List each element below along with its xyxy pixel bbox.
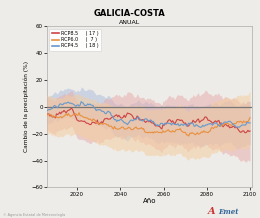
- Text: A: A: [208, 207, 216, 216]
- Legend: RCP8.5     ( 17 ), RCP6.0     (  7 ), RCP4.5     ( 18 ): RCP8.5 ( 17 ), RCP6.0 ( 7 ), RCP4.5 ( 18…: [49, 29, 101, 51]
- Text: © Agencia Estatal de Meteorología: © Agencia Estatal de Meteorología: [3, 213, 65, 217]
- Text: GALICIA-COSTA: GALICIA-COSTA: [94, 9, 166, 18]
- Text: ANUAL: ANUAL: [119, 20, 141, 25]
- Y-axis label: Cambio de la precipitación (%): Cambio de la precipitación (%): [23, 61, 29, 152]
- Text: Emet: Emet: [218, 208, 239, 216]
- X-axis label: Año: Año: [143, 198, 156, 204]
